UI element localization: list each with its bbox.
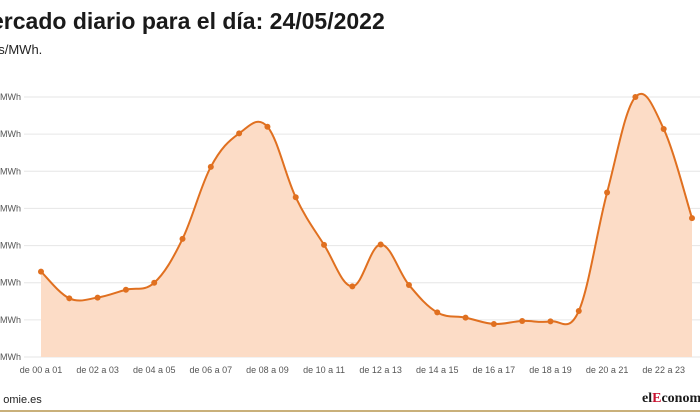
data-point-20: [604, 189, 611, 196]
data-points: [38, 94, 695, 327]
x-tick-label: de 00 a 01: [20, 365, 63, 375]
x-tick-label: de 10 a 11: [303, 365, 345, 375]
x-axis-ticks: de 00 a 01 de 02 a 03 de 04 a 05 de 06 a 07…: [20, 365, 685, 375]
x-tick-label: de 06 a 07: [190, 365, 233, 375]
data-point-12: [377, 241, 384, 248]
area-fill: [41, 93, 692, 358]
chart-title: ercado diario para el día: 24/05/2022: [0, 8, 385, 34]
data-point-16: [490, 320, 497, 327]
data-point-22: [660, 125, 667, 132]
bottom-rule: [0, 410, 700, 412]
x-tick-label: de 20 a 21: [586, 365, 629, 375]
x-tick-label: de 16 a 17: [473, 365, 516, 375]
x-tick-label: de 14 a 15: [416, 365, 459, 375]
data-point-21: [632, 94, 639, 100]
data-point-6: [207, 163, 214, 170]
data-point-9: [292, 194, 299, 201]
data-point-5: [179, 235, 186, 242]
x-tick-label: de 18 a 19: [529, 365, 572, 375]
y-tick-label: MWh: [0, 166, 21, 176]
data-point-14: [434, 309, 441, 316]
x-tick-label: de 22 a 23: [642, 365, 685, 375]
data-point-1: [66, 295, 73, 302]
source-note: e: omie.es: [0, 394, 42, 406]
data-point-19: [575, 307, 582, 314]
data-point-13: [405, 281, 412, 288]
data-point-18: [547, 318, 554, 325]
x-tick-label: de 04 a 05: [133, 365, 176, 375]
y-tick-label: MWh: [0, 92, 21, 102]
y-tick-label: MWh: [0, 352, 21, 362]
x-tick-label: de 12 a 13: [359, 365, 402, 375]
data-point-4: [151, 279, 158, 286]
publisher-logo: elEconom: [642, 391, 700, 407]
data-point-15: [462, 314, 469, 321]
data-point-3: [122, 286, 129, 293]
logo-prefix: el: [642, 391, 653, 406]
data-point-2: [94, 294, 101, 301]
data-point-10: [321, 241, 328, 248]
data-point-8: [264, 123, 271, 130]
y-tick-label: MWh: [0, 315, 21, 325]
x-tick-label: de 08 a 09: [246, 365, 289, 375]
data-point-11: [349, 283, 356, 290]
y-axis-ticks: MWh MWh MWh MWh MWh MWh MWh MWh: [0, 92, 21, 362]
logo-suffix: conom: [661, 391, 700, 406]
y-tick-label: MWh: [0, 278, 21, 288]
logo-accent: E: [652, 391, 662, 406]
y-tick-label: MWh: [0, 241, 21, 251]
data-point-7: [236, 130, 243, 137]
data-point-0: [38, 268, 44, 275]
chart-subtitle: os/MWh.: [0, 42, 43, 57]
data-point-17: [519, 317, 526, 324]
data-point-23: [689, 215, 695, 222]
y-tick-label: MWh: [0, 129, 21, 139]
x-tick-label: de 02 a 03: [76, 365, 119, 375]
y-tick-label: MWh: [0, 203, 21, 213]
